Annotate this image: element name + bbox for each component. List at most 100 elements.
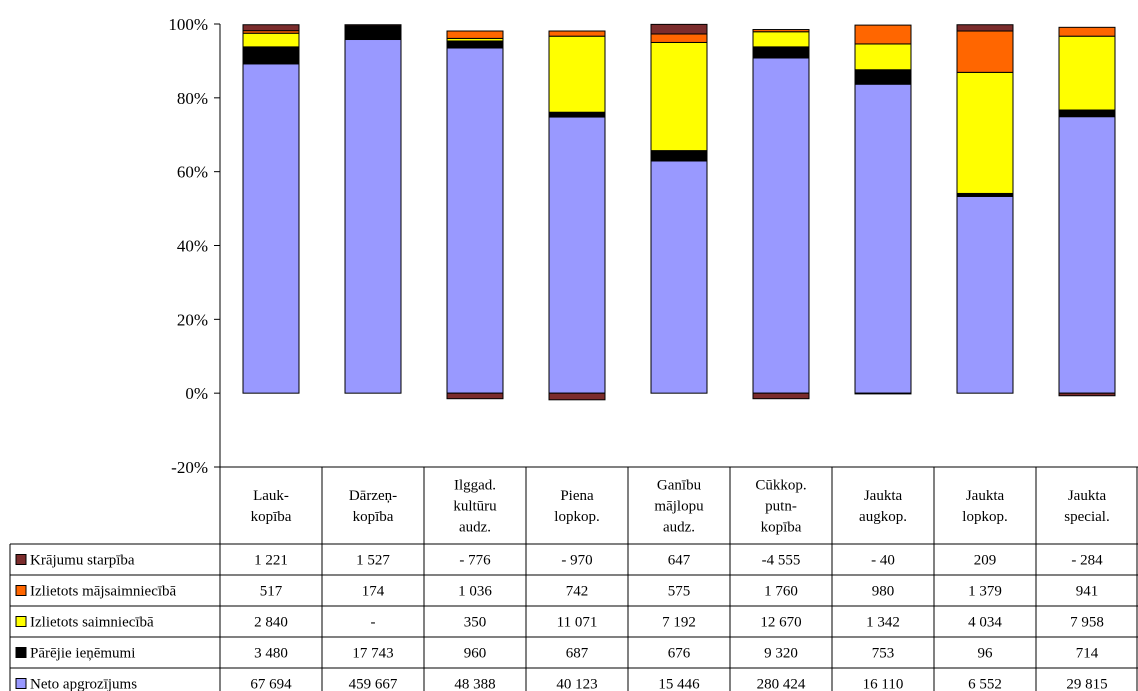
- bar-segment: [242, 46, 300, 65]
- table-cell: 48 388: [454, 677, 495, 691]
- table-cell: 980: [872, 584, 895, 600]
- y-axis: 100% 80% 60% 40% 20% 0% -20%: [168, 15, 221, 477]
- bar-segment: [242, 63, 300, 394]
- bar-segment: [854, 24, 912, 45]
- table-cell: 96: [978, 646, 994, 662]
- legend-label: Neto apgrozījums: [30, 677, 137, 691]
- table-cell: 29 815: [1066, 677, 1107, 691]
- bar-segment: [650, 150, 708, 162]
- bar-segment: [956, 30, 1014, 73]
- table-cell: 676: [668, 646, 691, 662]
- bar-segment: [1058, 26, 1116, 37]
- bar-segment: [1058, 109, 1116, 118]
- table-cell: 575: [668, 584, 691, 600]
- bar-segment: [752, 392, 810, 400]
- table-cell: 1 760: [764, 584, 798, 600]
- bar-segment: [344, 25, 402, 41]
- table-cell: 1 036: [458, 584, 492, 600]
- table-cell: -4 555: [762, 553, 801, 569]
- bar-segment: [956, 195, 1014, 394]
- legend-label: Izlietots mājsaimniecībā: [30, 584, 177, 600]
- table-cell: 17 743: [352, 646, 393, 662]
- data-table: Lauk-kopība Dārzeņ-kopība Ilggad. kultūru au…: [9, 466, 1138, 691]
- table-cell: 742: [566, 584, 589, 600]
- bar-segment: [956, 71, 1014, 194]
- bar-segment: [548, 30, 606, 37]
- legend-label: Izlietots saimniecībā: [30, 615, 154, 631]
- y-tick-label: 40%: [177, 237, 208, 256]
- table-cell: 687: [566, 646, 589, 662]
- bar-segment: [548, 111, 606, 118]
- table-cell: 941: [1076, 584, 1099, 600]
- y-tick-label: 0%: [185, 384, 208, 403]
- table-cell: 280 424: [757, 677, 806, 691]
- table-cell: 2 840: [254, 615, 288, 631]
- table-cell: - 776: [459, 553, 491, 569]
- table-cell: 67 694: [250, 677, 292, 691]
- legend-swatch: [15, 585, 27, 596]
- table-cell: 1 221: [254, 553, 288, 569]
- category-label: Cūkkop. putn-kopība: [755, 478, 806, 536]
- legend-label: Krājumu starpība: [30, 553, 135, 569]
- table-cell: 9 320: [764, 646, 798, 662]
- y-tick-label: 20%: [177, 310, 208, 329]
- bar-segment: [548, 35, 606, 113]
- category-label: Dārzeņ-kopība: [349, 488, 397, 525]
- category-label: Jaukta lopkop.: [962, 488, 1007, 525]
- table-cell: 960: [464, 646, 487, 662]
- table-cell: 1 527: [356, 553, 390, 569]
- legend-swatch: [15, 554, 27, 565]
- bar-segment: [242, 32, 300, 48]
- table-cell: 174: [362, 584, 385, 600]
- bar-segment: [344, 39, 402, 394]
- bar-segment: [1058, 116, 1116, 394]
- bar-segment: [752, 46, 810, 59]
- bar-segment: [650, 23, 708, 35]
- bar-segment: [956, 24, 1014, 32]
- bar-segment: [752, 57, 810, 394]
- table-cell: 517: [260, 584, 283, 600]
- table-cell: 209: [974, 553, 997, 569]
- table-cell: 3 480: [254, 646, 288, 662]
- table-cell: - 970: [561, 553, 592, 569]
- bar-segment: [548, 116, 606, 394]
- table-cell: 647: [668, 553, 691, 569]
- bar-segment: [650, 41, 708, 152]
- bar-segment: [446, 40, 504, 49]
- y-tick-label: 80%: [177, 89, 208, 108]
- table-cell: 12 670: [760, 615, 801, 631]
- table-cell: 7 192: [662, 615, 696, 631]
- table-cell: 16 110: [863, 677, 904, 691]
- bar-segment: [548, 392, 606, 401]
- category-label: Lauk-kopība: [251, 488, 292, 525]
- y-tick-label: 100%: [168, 15, 208, 34]
- bar-segment: [752, 29, 810, 33]
- table-cell: 4 034: [968, 615, 1002, 631]
- category-label: Ilggad. kultūru audz.: [453, 478, 497, 536]
- legend-swatch: [15, 678, 27, 689]
- table-cell: 714: [1076, 646, 1099, 662]
- bar-segment: [650, 160, 708, 394]
- bar-segment: [854, 392, 912, 395]
- bar-segment: [344, 24, 402, 27]
- bar-segment: [446, 47, 504, 394]
- table-cell: 1 379: [968, 584, 1002, 600]
- legend-label: Pārējie ieņēmumi: [30, 646, 135, 662]
- table-cell: 1 342: [866, 615, 900, 631]
- table-cell: 15 446: [658, 677, 700, 691]
- y-tick-label: -20%: [171, 458, 208, 477]
- category-label: Ganību mājlopu audz.: [654, 478, 704, 536]
- category-label: Jaukta augkop.: [859, 488, 907, 525]
- bar-segment: [1058, 35, 1116, 111]
- bar-segment: [650, 33, 708, 43]
- table-cell: 753: [872, 646, 895, 662]
- category-label: Jaukta special.: [1064, 488, 1109, 525]
- table-cell: 11 071: [557, 615, 598, 631]
- table-cell: -: [371, 615, 376, 631]
- table-cell: 350: [464, 615, 487, 631]
- bar-segment: [752, 31, 810, 48]
- table-cell: 459 667: [349, 677, 398, 691]
- bar-segment: [1058, 392, 1116, 397]
- table-cell: 40 123: [556, 677, 597, 691]
